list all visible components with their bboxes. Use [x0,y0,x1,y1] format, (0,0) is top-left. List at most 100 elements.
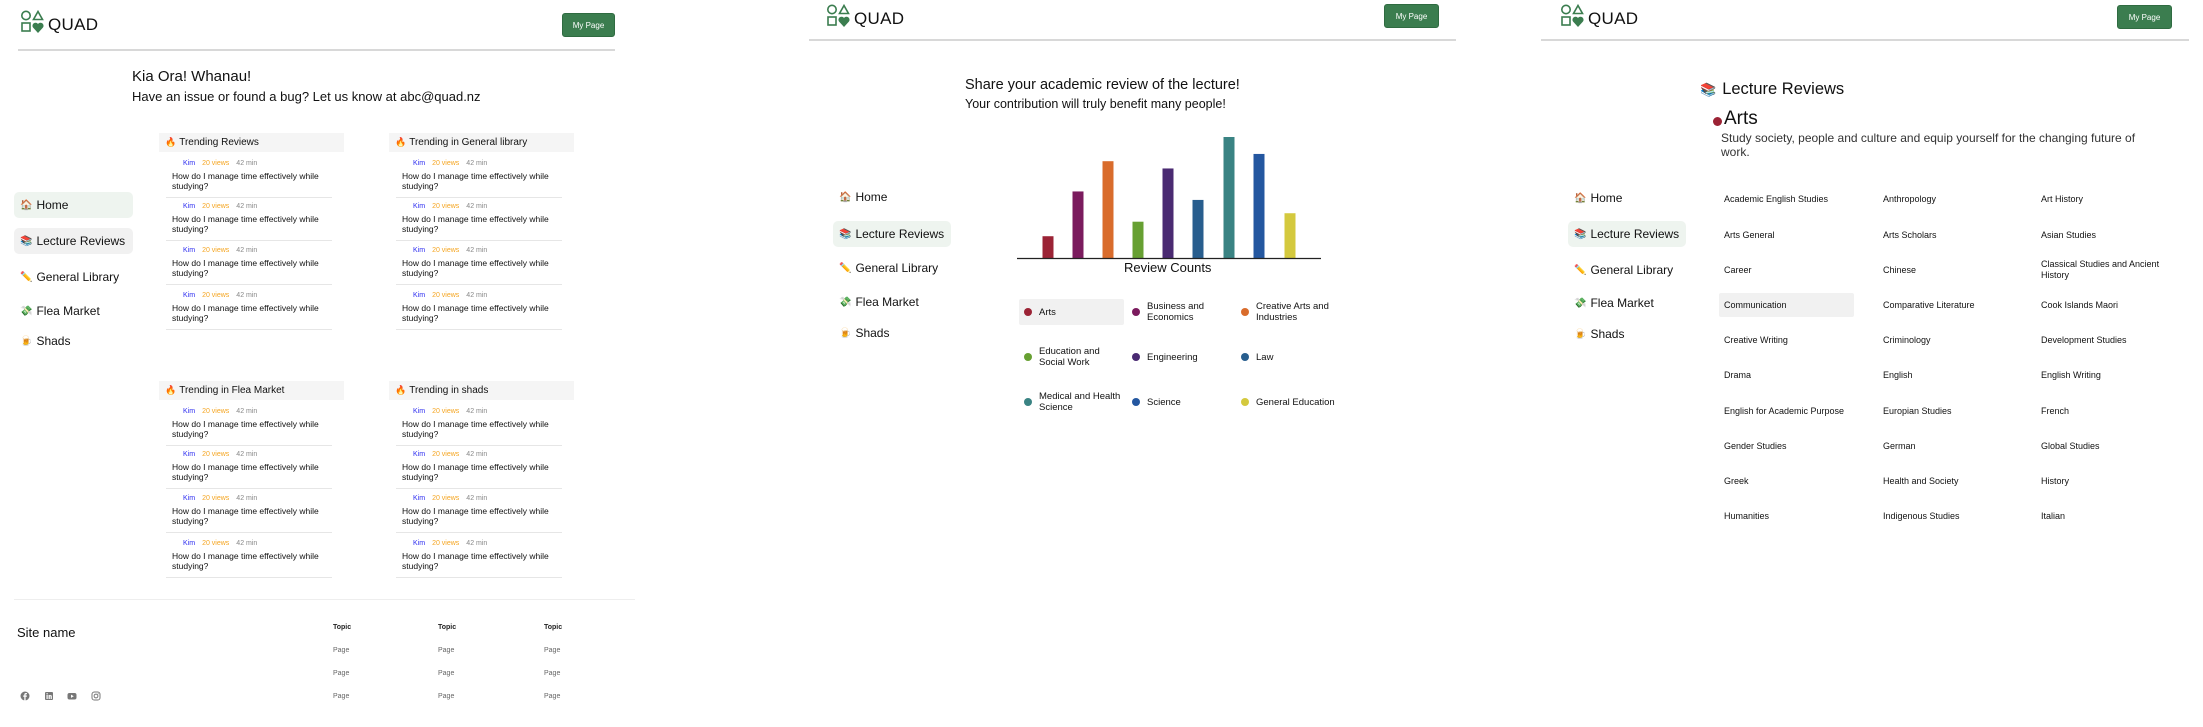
legend-item-science[interactable]: Science [1127,389,1232,415]
subject-link-europian-studies[interactable]: Europian Studies [1883,405,1952,416]
legend-item-general-education[interactable]: General Education [1236,389,1341,415]
sidebar-item-flea-market[interactable]: 💸 Flea Market [1568,290,1660,316]
sidebar-item-general-library[interactable]: ✏️ General Library [833,255,944,281]
author-link[interactable]: Kim [183,451,196,458]
sidebar-item-flea-market[interactable]: 💸 Flea Market [14,298,106,324]
instagram-icon[interactable] [91,688,101,701]
author-link[interactable]: Kim [183,540,196,547]
footer-page-link[interactable]: Page [333,693,350,700]
question-text[interactable]: How do I manage time effectively while s… [402,171,549,191]
bar-business-and-economics[interactable] [1072,191,1084,258]
bar-arts[interactable] [1042,236,1054,258]
bar-law[interactable] [1192,199,1204,258]
legend-item-engineering[interactable]: Engineering [1127,344,1232,370]
question-text[interactable]: How do I manage time effectively while s… [172,214,319,234]
list-item[interactable]: Kim 20 views 42 min How do I manage time ef… [396,203,562,241]
list-item[interactable]: Kim 20 views 42 min How do I manage time ef… [166,203,332,241]
author-link[interactable]: Kim [413,451,426,458]
footer-page-link[interactable]: Page [438,647,455,654]
youtube-icon[interactable] [67,688,77,700]
subject-link-career[interactable]: Career [1724,264,1752,275]
author-link[interactable]: Kim [183,292,196,299]
author-link[interactable]: Kim [413,292,426,299]
question-text[interactable]: How do I manage time effectively while s… [172,551,319,571]
sidebar-item-flea-market[interactable]: 💸 Flea Market [833,289,925,315]
legend-item-medical-and-health-science[interactable]: Medical and Health Science [1019,389,1124,415]
list-item[interactable]: Kim 20 views 42 min How do I manage time ef… [396,540,562,578]
subject-link-humanities[interactable]: Humanities [1724,510,1770,521]
list-item[interactable]: Kim 20 views 42 min How do I manage time ef… [166,292,332,330]
subject-link-italian[interactable]: Italian [2041,510,2066,521]
sidebar-item-general-library[interactable]: ✏️ General Library [14,264,125,290]
author-link[interactable]: Kim [183,160,196,167]
subject-link-communication[interactable]: Communication [1719,293,1854,317]
question-text[interactable]: How do I manage time effectively while s… [402,419,549,439]
subject-link-english[interactable]: English [1883,369,1913,380]
subject-link-criminology[interactable]: Criminology [1883,334,1931,345]
subject-link-german[interactable]: German [1883,440,1916,451]
author-link[interactable]: Kim [413,160,426,167]
list-item[interactable]: Kim 20 views 42 min How do I manage time ef… [166,451,332,489]
list-item[interactable]: Kim 20 views 42 min How do I manage time ef… [396,292,562,330]
author-link[interactable]: Kim [183,408,196,415]
subject-link-history[interactable]: History [2041,475,2070,486]
footer-page-link[interactable]: Page [438,693,455,700]
question-text[interactable]: How do I manage time effectively while s… [172,419,319,439]
logo[interactable]: QUAD [20,9,98,39]
footer-page-link[interactable]: Page [333,647,350,654]
list-item[interactable]: Kim 20 views 42 min How do I manage time ef… [396,160,562,198]
my-page-button[interactable]: My Page [562,13,615,37]
linkedin-icon[interactable] [44,688,54,700]
author-link[interactable]: Kim [413,408,426,415]
footer-page-link[interactable]: Page [544,693,561,700]
list-item[interactable]: Kim 20 views 42 min How do I manage time ef… [166,247,332,285]
question-text[interactable]: How do I manage time effectively while s… [402,551,549,571]
sidebar-item-home[interactable]: 🏠 Home [14,192,133,218]
bar-general-education[interactable] [1284,213,1296,258]
author-link[interactable]: Kim [183,247,196,254]
footer-page-link[interactable]: Page [438,670,455,677]
list-item[interactable]: Kim 20 views 42 min How do I manage time ef… [396,408,562,446]
my-page-button[interactable]: My Page [2117,5,2172,29]
bar-engineering[interactable] [1162,168,1174,258]
subject-link-arts-general[interactable]: Arts General [1724,229,1775,240]
footer-page-link[interactable]: Page [544,647,561,654]
question-text[interactable]: How do I manage time effectively while s… [172,171,319,191]
author-link[interactable]: Kim [413,247,426,254]
bar-education-and-social-work[interactable] [1132,221,1144,258]
author-link[interactable]: Kim [413,540,426,547]
question-text[interactable]: How do I manage time effectively while s… [402,214,549,234]
sidebar-item-home[interactable]: 🏠 Home [833,184,893,210]
subject-link-art-history[interactable]: Art History [2041,193,2084,204]
subject-link-indigenous-studies[interactable]: Indigenous Studies [1883,510,1960,521]
sidebar-item-shads[interactable]: 🍺 Shads [1568,321,1630,347]
list-item[interactable]: Kim 20 views 42 min How do I manage time ef… [396,247,562,285]
subject-link-drama[interactable]: Drama [1724,369,1752,380]
question-text[interactable]: How do I manage time effectively while s… [402,303,549,323]
bar-creative-arts-and-industries[interactable] [1102,161,1114,258]
author-link[interactable]: Kim [183,203,196,210]
subject-link-global-studies[interactable]: Global Studies [2041,440,2100,451]
author-link[interactable]: Kim [413,203,426,210]
sidebar-item-shads[interactable]: 🍺 Shads [14,328,76,354]
author-link[interactable]: Kim [413,495,426,502]
legend-item-education-and-social-work[interactable]: Education and Social Work [1019,344,1124,370]
footer-page-link[interactable]: Page [544,670,561,677]
list-item[interactable]: Kim 20 views 42 min How do I manage time ef… [166,160,332,198]
list-item[interactable]: Kim 20 views 42 min How do I manage time ef… [166,495,332,533]
question-text[interactable]: How do I manage time effectively while s… [172,462,319,482]
subject-link-health-and-society[interactable]: Health and Society [1883,475,1959,486]
facebook-icon[interactable] [20,688,30,701]
subject-link-cook-islands-maori[interactable]: Cook Islands Maori [2041,299,2119,310]
subject-link-academic-english-studies[interactable]: Academic English Studies [1724,193,1829,204]
sidebar-item-lecture-reviews[interactable]: 📚 Lecture Reviews [1568,221,1686,247]
bar-science[interactable] [1253,153,1265,258]
subject-link-english-writing[interactable]: English Writing [2041,369,2101,380]
footer-page-link[interactable]: Page [333,670,350,677]
question-text[interactable]: How do I manage time effectively while s… [402,258,549,278]
subject-link-greek[interactable]: Greek [1724,475,1749,486]
list-item[interactable]: Kim 20 views 42 min How do I manage time ef… [166,540,332,578]
subject-link-anthropology[interactable]: Anthropology [1883,193,1937,204]
subject-link-gender-studies[interactable]: Gender Studies [1724,440,1787,451]
sidebar-item-home[interactable]: 🏠 Home [1568,185,1628,211]
